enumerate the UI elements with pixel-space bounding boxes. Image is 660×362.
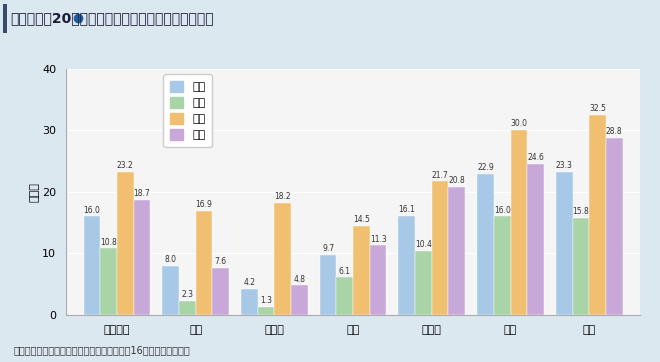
Text: 10.8: 10.8 [100,237,117,247]
Bar [606,138,622,315]
Bar [449,187,465,315]
Text: 6.1: 6.1 [339,266,350,275]
Text: 8.0: 8.0 [164,255,177,264]
Text: 23.3: 23.3 [556,161,573,170]
Text: 18.7: 18.7 [133,189,150,198]
Text: 16.9: 16.9 [195,200,213,209]
Bar [241,289,257,315]
Bar [494,216,511,315]
Text: 30.0: 30.0 [510,119,527,129]
Text: 1.3: 1.3 [260,296,272,305]
Text: 23.2: 23.2 [117,161,133,170]
Text: 16.0: 16.0 [494,206,511,215]
Bar [370,245,387,315]
Bar [179,301,195,315]
Text: 9.7: 9.7 [322,244,334,253]
Text: 28.8: 28.8 [606,127,622,136]
Bar [477,174,494,315]
Text: 20.8: 20.8 [448,176,465,185]
Bar [399,216,415,315]
Text: 18.2: 18.2 [275,192,291,201]
Bar [117,172,133,315]
Bar [319,255,337,315]
Text: （備考）文部科学省「学校基本調査」（平成16年度）より作成。: （備考）文部科学省「学校基本調査」（平成16年度）より作成。 [13,345,190,355]
Text: 32.5: 32.5 [589,104,606,113]
Text: 15.8: 15.8 [573,207,589,216]
Text: 16.1: 16.1 [399,205,415,214]
Text: 24.6: 24.6 [527,153,544,162]
Text: 11.3: 11.3 [370,235,387,244]
Bar [257,307,275,315]
Bar [573,218,589,315]
Bar [84,216,100,315]
Text: 14.5: 14.5 [353,215,370,224]
Text: 第１－序－20図　大学教員における職名別女性割合: 第１－序－20図 大学教員における職名別女性割合 [10,11,214,25]
Bar [527,164,544,315]
Text: 7.6: 7.6 [214,257,227,266]
Bar [275,203,291,315]
Text: 21.7: 21.7 [432,171,449,180]
Bar [162,266,179,315]
Bar [291,285,308,315]
Legend: 全体, 国立, 公立, 私立: 全体, 国立, 公立, 私立 [164,74,213,147]
Text: 4.2: 4.2 [244,278,255,287]
Text: 16.0: 16.0 [84,206,100,215]
Bar [589,115,606,315]
Text: 10.4: 10.4 [415,240,432,249]
Bar [213,268,229,315]
Y-axis label: （％）: （％） [30,182,40,202]
Text: 2.3: 2.3 [182,290,193,299]
Bar [133,200,150,315]
Bar [556,172,573,315]
Bar [100,248,117,315]
FancyBboxPatch shape [3,4,7,33]
Text: 4.8: 4.8 [294,274,306,283]
Bar [432,181,449,315]
Bar [415,251,432,315]
Text: 22.9: 22.9 [477,163,494,172]
Bar [353,226,370,315]
Bar [511,130,527,315]
Bar [337,277,353,315]
Bar [195,211,213,315]
